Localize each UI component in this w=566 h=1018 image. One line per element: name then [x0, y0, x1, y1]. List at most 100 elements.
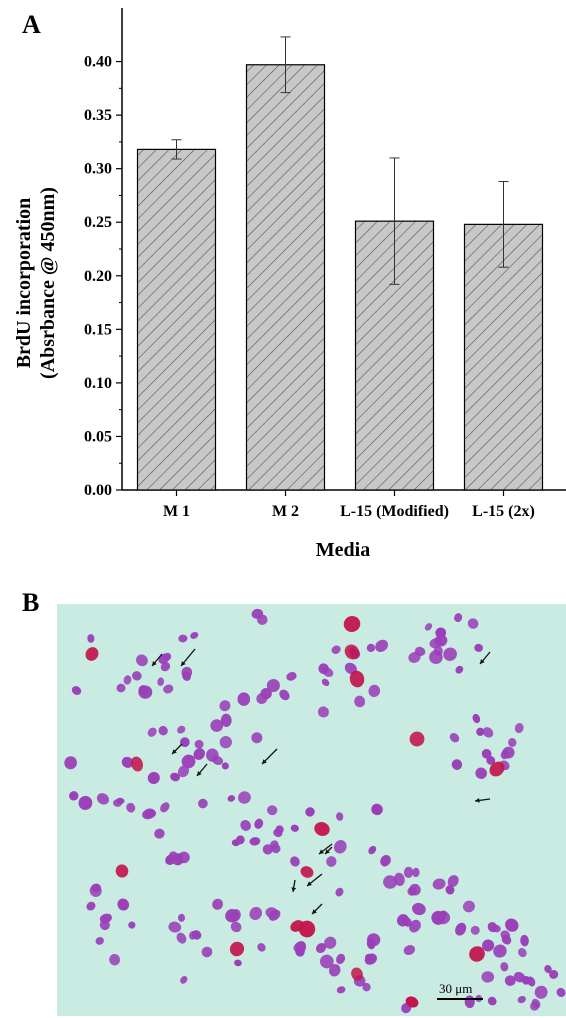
brdu-positive-cell [405, 996, 419, 1008]
stained-cell [549, 970, 559, 979]
stained-cell [69, 791, 79, 801]
stained-cell [181, 754, 196, 769]
arrow-head [325, 849, 330, 854]
stained-cell [482, 939, 495, 952]
stained-cell [279, 689, 290, 701]
stained-cell [481, 749, 492, 759]
stained-cell [414, 646, 426, 656]
brdu-positive-cell [409, 731, 425, 747]
arrow-head [181, 661, 186, 666]
brdu-positive-cell [290, 920, 304, 932]
stained-cell [238, 791, 251, 804]
stained-cell [493, 944, 507, 958]
stained-cell [275, 825, 284, 834]
scale-bar-label: 30 μm [439, 981, 472, 996]
stained-cell [109, 953, 121, 966]
stained-cell [482, 727, 494, 738]
stained-cell [502, 746, 515, 759]
stained-cell [447, 875, 459, 888]
stained-cell [177, 765, 190, 778]
stained-cell [71, 686, 82, 695]
stained-cell [530, 1001, 540, 1011]
stained-cell [544, 965, 552, 974]
stained-cell [429, 650, 443, 664]
x-axis-title: Media [316, 539, 370, 561]
stained-cell [286, 671, 297, 681]
stained-cell [87, 634, 95, 643]
stained-cell [182, 671, 191, 681]
stained-cell [434, 634, 448, 647]
stained-cell [443, 647, 457, 661]
y-tick-label: 0.15 [84, 321, 112, 338]
brdu-positive-cell [469, 946, 485, 962]
y-axis-title-line1: BrdU incorporation [13, 198, 35, 369]
y-tick-label: 0.35 [84, 107, 112, 124]
stained-cell [191, 930, 202, 940]
stained-cell [451, 759, 463, 770]
stained-cell [117, 898, 130, 911]
stained-cell [315, 942, 327, 954]
stained-cell [354, 695, 366, 708]
stained-cell [402, 917, 412, 927]
stained-cell [138, 685, 153, 699]
brdu-positive-cell [343, 616, 361, 632]
brdu-positive-cell [115, 864, 129, 878]
stained-cell [424, 623, 433, 631]
stained-cell [331, 645, 341, 654]
stained-cell [176, 932, 187, 944]
stained-cell [113, 799, 122, 807]
stained-cell [227, 795, 236, 802]
stained-cell [517, 995, 527, 1004]
stained-cell [375, 639, 389, 652]
stained-cell [321, 678, 330, 687]
stained-cell [179, 737, 190, 748]
stained-cell [126, 802, 136, 813]
y-tick-label: 0.20 [84, 268, 112, 285]
stained-cell [178, 634, 188, 643]
stained-cell [177, 725, 186, 734]
stained-cell [290, 824, 299, 832]
stained-cell [170, 772, 180, 782]
brdu-positive-cell [85, 647, 99, 661]
bar [136, 148, 217, 491]
stained-cell [154, 828, 165, 839]
stained-cell [116, 683, 126, 693]
stained-cell [160, 662, 171, 672]
stained-cell [121, 756, 134, 768]
stained-cell [368, 684, 381, 698]
arrow-head [319, 849, 324, 854]
y-tick-label: 0.30 [84, 161, 112, 178]
arrow-head [262, 759, 267, 764]
arrow-head [197, 771, 202, 776]
stained-cell [518, 948, 527, 958]
stained-cell [123, 675, 132, 685]
stained-cell [231, 839, 240, 847]
stained-cell [221, 762, 229, 770]
stained-cell [504, 975, 516, 986]
brdu-positive-cell [489, 761, 505, 777]
stained-cell [336, 812, 344, 821]
stained-cell [556, 987, 566, 998]
stained-cell [371, 803, 383, 816]
brdu-positive-cell [351, 967, 363, 981]
x-tick-label: L-15 (2x) [472, 503, 535, 520]
stained-cell [251, 732, 263, 744]
stained-cell [322, 667, 334, 678]
stained-cell [158, 653, 170, 665]
stained-cell [368, 845, 377, 855]
bar-chart: 0.00 0.05 0.10 0.15 0.20 0.25 0.30 0.35 0.40 M 1 M… [13, 8, 566, 561]
stained-cell [487, 996, 497, 1006]
stained-cell [319, 954, 334, 969]
brdu-positive-cell [131, 756, 143, 772]
stained-cell [220, 713, 232, 727]
stained-cell [380, 855, 391, 867]
arrow-head [312, 909, 317, 914]
arrow-head [480, 659, 485, 664]
stained-cell [383, 875, 398, 889]
x-tick-label: M 1 [163, 503, 190, 520]
stained-cell [481, 971, 495, 983]
stained-cell [230, 921, 242, 933]
brdu-positive-cell [229, 941, 245, 957]
stained-cell [472, 713, 481, 724]
y-tick-label: 0.10 [84, 375, 112, 392]
